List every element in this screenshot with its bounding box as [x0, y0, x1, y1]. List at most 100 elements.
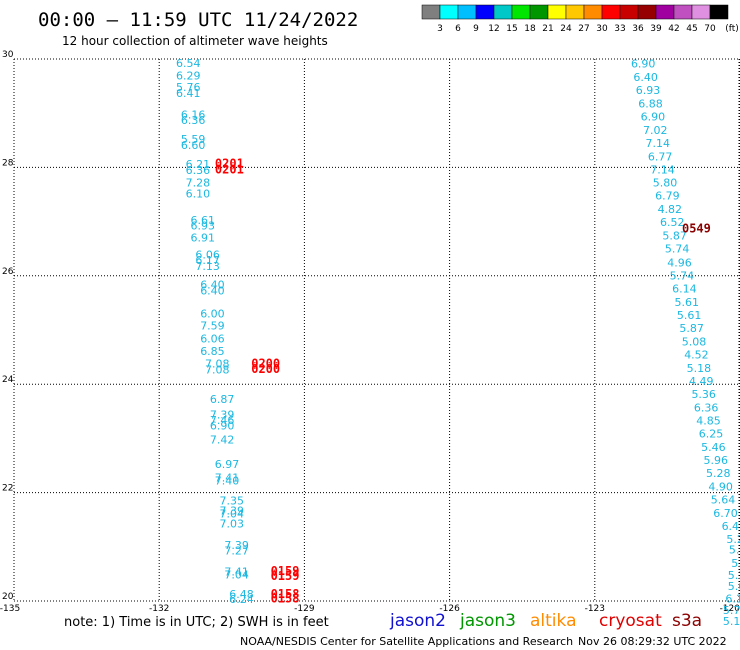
swh-value-label: 6.25: [699, 428, 724, 441]
time-label: 0158: [271, 591, 300, 605]
swh-value-label: 7.42: [210, 433, 235, 446]
swh-value-label: 7.39: [224, 539, 249, 552]
swh-value-label: 6.40: [633, 71, 658, 84]
swh-value-label: 5.96: [704, 454, 729, 467]
swh-value-label: 5.80: [653, 177, 678, 190]
swh-value-label: 6.36: [694, 402, 719, 415]
swh-value-label: 6.54: [176, 57, 201, 70]
swh-value-label: 5.36: [691, 388, 716, 401]
swh-value-label: 6.85: [200, 345, 225, 358]
swh-value-label: 5.87: [662, 230, 687, 243]
swh-value-label: 7.04: [220, 508, 245, 521]
swh-value-label: 7.28: [186, 177, 211, 190]
swh-value-label: 7.41: [215, 471, 240, 484]
swh-value-label: 6.36: [186, 164, 211, 177]
legend-swatch: [619, 4, 639, 20]
swh-value-label: 5.74: [670, 269, 695, 282]
swh-value-label: 6.14: [672, 282, 697, 295]
swh-value-label: 6.36: [181, 114, 206, 127]
swh-value-label: 7.39: [210, 409, 235, 422]
legend-swatch: [583, 4, 603, 20]
swh-value-label: 4.96: [667, 256, 692, 269]
swh-value-label: 6.16: [181, 108, 206, 121]
swh-value-label: 5.76: [723, 604, 740, 617]
swh-value-label: 5.5: [729, 544, 740, 557]
swh-value-label: 7.14: [650, 164, 675, 177]
chart-title: 00:00 – 11:59 UTC 11/24/2022: [38, 9, 358, 31]
plot-grid: [13, 58, 740, 602]
swh-value-label: 6.70: [713, 507, 738, 520]
swh-value-label: 6.87: [210, 393, 235, 406]
legend-label: 30: [596, 24, 608, 34]
swh-value-label: 5.2: [726, 533, 740, 546]
time-label: 0200: [251, 357, 280, 371]
swh-value-label: 5.61: [677, 309, 702, 322]
swh-value-label: 6.52: [660, 216, 685, 229]
swh-value-label: 5.04: [728, 580, 740, 593]
swh-value-label: 5.59: [181, 133, 206, 146]
legend-label: 36: [632, 24, 644, 34]
swh-value-label: 6.90: [631, 57, 656, 70]
swh-value-label: 6.61: [191, 214, 216, 227]
x-tick-label: -135: [0, 604, 20, 614]
swh-value-label: 6.93: [191, 219, 216, 232]
swh-value-label: 6.90: [641, 110, 666, 123]
swh-value-label: 5.74: [665, 243, 690, 256]
legend-label: 45: [686, 24, 697, 34]
units-note: note: 1) Time is in UTC; 2) SWH is in fe…: [64, 615, 329, 630]
y-tick-label: 28: [2, 158, 14, 168]
swh-value-label: 7.46: [210, 414, 235, 427]
swh-value-label: 5.64: [711, 494, 736, 507]
satellite-altika: altika: [530, 611, 577, 631]
legend-label: 6: [455, 24, 461, 34]
legend-swatch: [529, 4, 549, 20]
legend-label: 21: [542, 24, 553, 34]
swh-value-label: 7.27: [224, 545, 249, 558]
legend-unit: (ft): [725, 24, 739, 34]
legend-swatch: [565, 4, 585, 20]
x-tick-label: -132: [149, 604, 169, 614]
swh-value-label: 6.41: [176, 87, 201, 100]
swh-value-label: 5.8: [731, 557, 740, 570]
swh-value-label: 6.4: [722, 520, 740, 533]
color-legend: 3 6 9 12 15 18 21 24 27 30 33 36 39 42 45 70 (ft): [421, 4, 739, 34]
swh-value-label: 6.24: [229, 593, 254, 606]
satellite-legend: jason2 jason3 altika cryosat s3a: [389, 611, 702, 631]
legend-label: 33: [614, 24, 625, 34]
x-tick-label: -120: [720, 604, 740, 614]
swh-value-label: 5.08: [682, 335, 707, 348]
y-tick-label: 22: [2, 484, 13, 494]
swh-value-label: 7.14: [645, 137, 670, 150]
time-label: 0549: [682, 222, 711, 236]
swh-value-label: 5.46: [701, 441, 726, 454]
legend-swatch: [547, 4, 567, 20]
swh-value-label: 7.59: [200, 320, 225, 333]
time-label: 0201: [215, 163, 244, 177]
satellite-jason3: jason3: [459, 611, 516, 631]
legend-swatch: [601, 4, 621, 20]
time-label: 0159: [271, 564, 300, 578]
legend-swatch: [493, 4, 513, 20]
time-label: 0159: [271, 569, 300, 583]
data-marks: 6.546.295.766.416.166.365.596.606.216.36…: [176, 57, 740, 628]
legend-label: 42: [668, 24, 679, 34]
swh-value-label: 7.35: [220, 495, 245, 508]
swh-value-label: 6.88: [638, 97, 663, 110]
swh-value-label: 6.06: [195, 249, 220, 262]
swh-value-label: 7.39: [220, 504, 245, 517]
credit-text: NOAA/NESDIS Center for Satellite Applica…: [240, 635, 573, 648]
swh-value-label: 6.97: [215, 458, 240, 471]
y-tick-label: 20: [2, 592, 14, 602]
swh-value-label: 5.61: [675, 296, 700, 309]
legend-label: 9: [473, 24, 479, 34]
swh-value-label: 7.04: [224, 568, 249, 581]
legend-label: 39: [650, 24, 662, 34]
swh-value-label: 4.52: [684, 348, 709, 361]
legend-label: 27: [578, 24, 589, 34]
legend-label: 15: [506, 24, 517, 34]
satellite-cryosat: cryosat: [599, 611, 662, 631]
swh-value-label: 6.12: [725, 592, 740, 605]
legend-label: 18: [524, 24, 536, 34]
legend-swatch: [673, 4, 693, 20]
swh-value-label: 6.48: [229, 588, 254, 601]
